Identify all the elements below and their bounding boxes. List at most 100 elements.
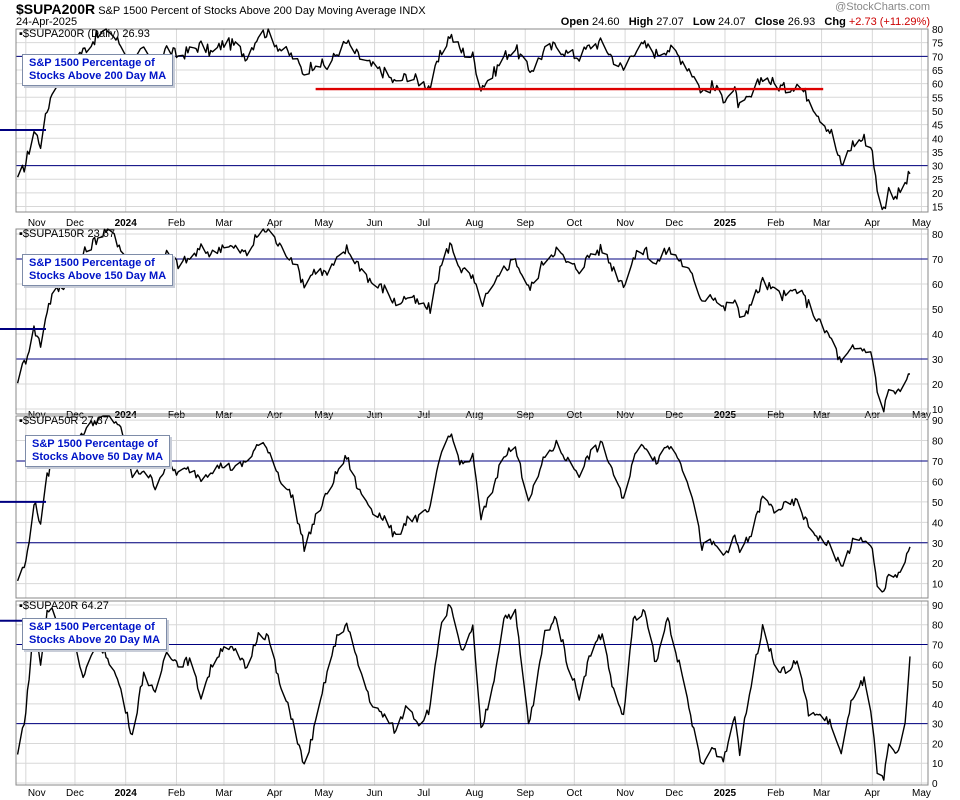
x-tick-label: 2025 [714, 218, 737, 229]
x-tick-label: Oct [567, 788, 583, 799]
y-tick-label: 25 [932, 175, 944, 186]
panel-title: ▪$SUPA50R 27.87 [19, 415, 109, 427]
x-tick-label: Feb [767, 218, 785, 229]
series-line [16, 28, 911, 211]
x-tick-label: Aug [466, 788, 484, 799]
y-tick-label: 20 [932, 739, 944, 750]
x-tick-label: May [314, 218, 333, 229]
x-tick-label: Nov [616, 218, 634, 229]
x-tick-label: Nov [28, 788, 46, 799]
symbol-title: $SUPA200R S&P 1500 Percent of Stocks Abo… [16, 1, 426, 17]
x-tick-label: Mar [813, 218, 831, 229]
y-tick-label: 30 [932, 162, 944, 173]
y-tick-label: 50 [932, 498, 944, 509]
panel-4: 0 10 20 30 40 50 60 70 80 90 Nov Dec 2024 Feb Mar Apr Ma… [0, 600, 944, 799]
x-tick-label: Apr [267, 218, 283, 229]
series-line [16, 228, 911, 413]
x-tick-label: Jun [367, 788, 383, 799]
y-tick-label: 20 [932, 380, 944, 391]
x-tick-label: May [912, 788, 931, 799]
panel-frame [15, 228, 929, 415]
y-tick-label: 80 [932, 25, 944, 36]
low-label: Low [692, 16, 715, 28]
y-tick-label: 55 [932, 93, 944, 104]
y-tick-label: 0 [932, 779, 938, 790]
y-tick-label: 35 [932, 148, 944, 159]
x-tick-label: Nov [616, 788, 634, 799]
y-tick-label: 15 [932, 203, 944, 214]
y-tick-label: 50 [932, 107, 944, 118]
y-tick-label: 40 [932, 518, 944, 529]
annotation-note: S&P 1500 Percentage of Stocks Above 50 D… [25, 435, 171, 467]
x-tick-label: 2024 [115, 218, 138, 229]
y-tick-label: 20 [932, 189, 944, 200]
x-tick-label: Oct [567, 218, 583, 229]
y-tick-label: 70 [932, 52, 944, 63]
annotation-note: S&P 1500 Percentage of Stocks Above 200 … [22, 54, 174, 86]
y-tick-label: 60 [932, 477, 944, 488]
x-tick-label: Apr [865, 788, 881, 799]
y-tick-label: 30 [932, 539, 944, 550]
y-tick-label: 75 [932, 39, 944, 50]
y-tick-label: 20 [932, 559, 944, 570]
x-tick-label: Dec [66, 788, 84, 799]
symbol: $SUPA200R [16, 1, 96, 17]
high-label: High [628, 16, 654, 28]
y-tick-label: 70 [932, 641, 944, 652]
x-tick-label: Feb [168, 788, 186, 799]
y-tick-label: 80 [932, 230, 944, 241]
panel-title: ▪$SUPA20R 64.27 [19, 600, 109, 612]
chart-date: 24-Apr-2025 [16, 16, 78, 28]
ohlc-readout: Open 24.60 High 27.07 Low 24.07 Close 26… [561, 16, 930, 28]
y-tick-label: 90 [932, 416, 944, 427]
exchange: INDX [399, 5, 426, 17]
x-tick-label: Sep [516, 218, 534, 229]
x-tick-label: Dec [66, 218, 84, 229]
open-value: 24.60 [591, 16, 620, 28]
description: S&P 1500 Percent of Stocks Above 200 Day… [98, 5, 397, 17]
open-label: Open [560, 16, 589, 28]
panel-3: 10 20 30 40 50 60 70 80 90 [0, 415, 944, 599]
y-tick-label: 10 [932, 405, 944, 416]
x-tick-label: Mar [813, 788, 831, 799]
close-value: 26.93 [787, 16, 816, 28]
x-tick-label: May [912, 218, 931, 229]
x-tick-label: Nov [28, 218, 46, 229]
y-tick-label: 45 [932, 121, 944, 132]
y-tick-label: 60 [932, 280, 944, 291]
panel-frame [15, 600, 929, 786]
panel-frame [15, 415, 929, 599]
high-value: 27.07 [656, 16, 684, 28]
close-label: Close [754, 16, 785, 28]
series-line [16, 603, 911, 781]
y-tick-label: 30 [932, 720, 944, 731]
x-tick-label: Aug [466, 218, 484, 229]
x-tick-label: Feb [168, 218, 186, 229]
x-tick-label: 2024 [115, 788, 138, 799]
stockcharts-watermark: @StockCharts.com [835, 1, 930, 13]
x-tick-label: Feb [767, 788, 785, 799]
y-tick-label: 80 [932, 621, 944, 632]
y-tick-label: 10 [932, 759, 944, 770]
x-tick-label: Mar [215, 788, 233, 799]
y-tick-label: 40 [932, 330, 944, 341]
y-tick-label: 30 [932, 355, 944, 366]
x-tick-label: May [314, 788, 333, 799]
x-tick-label: Jul [417, 218, 430, 229]
y-tick-label: 40 [932, 134, 944, 145]
y-tick-label: 40 [932, 700, 944, 711]
x-tick-label: Jul [417, 788, 430, 799]
x-tick-label: Apr [267, 788, 283, 799]
panel-frame [15, 28, 929, 213]
x-tick-label: Dec [665, 218, 683, 229]
low-value: 24.07 [717, 16, 746, 28]
x-tick-label: Dec [665, 788, 683, 799]
y-tick-label: 80 [932, 437, 944, 448]
y-tick-label: 50 [932, 680, 944, 691]
y-tick-label: 60 [932, 660, 944, 671]
x-tick-label: Sep [516, 788, 534, 799]
y-tick-label: 65 [932, 66, 944, 77]
y-tick-label: 70 [932, 457, 944, 468]
annotation-note: S&P 1500 Percentage of Stocks Above 20 D… [22, 618, 168, 650]
